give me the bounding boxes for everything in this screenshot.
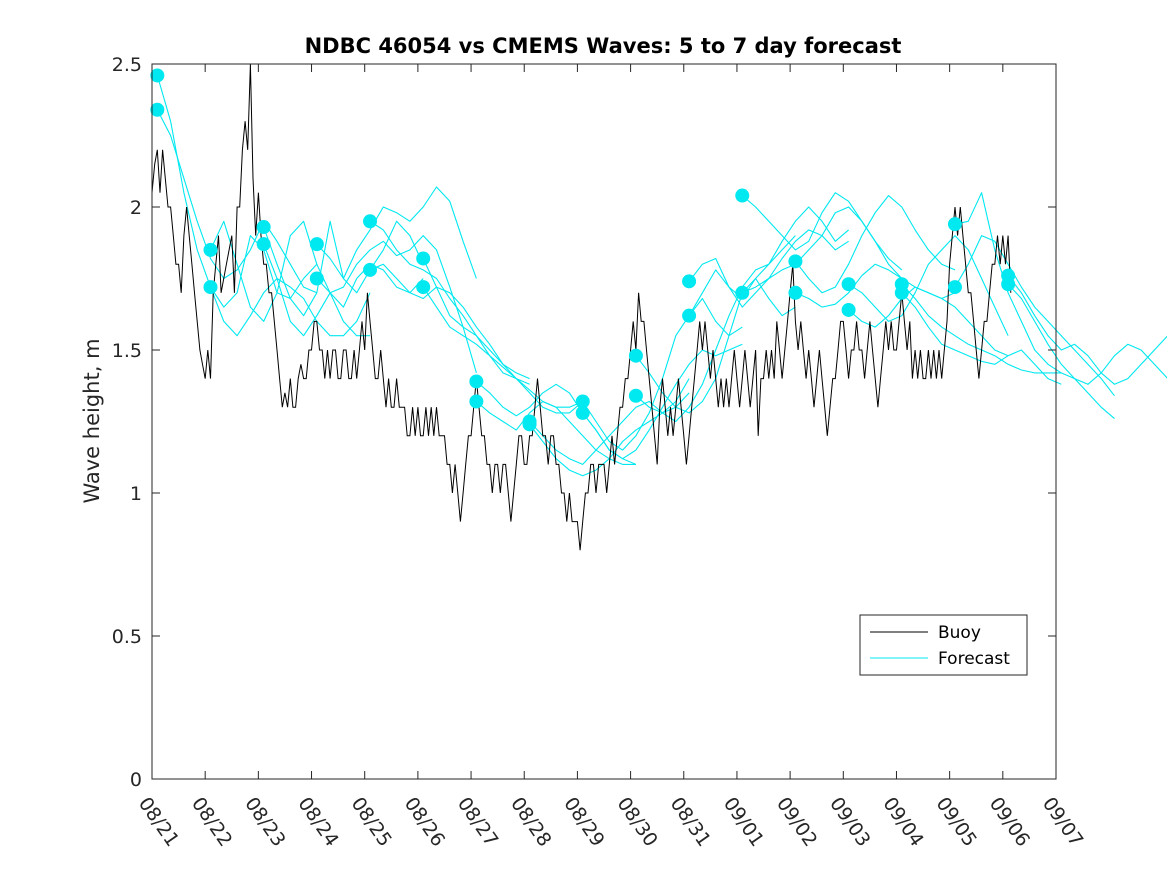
buoy-layer xyxy=(151,63,1012,551)
forecast-marker xyxy=(363,262,378,277)
forecast-line xyxy=(263,244,424,337)
y-tick-label: 1.5 xyxy=(112,340,142,362)
forecast-marker xyxy=(575,394,590,409)
y-tick-label: 2 xyxy=(130,197,142,219)
forecast-line xyxy=(848,286,1009,357)
forecast-line xyxy=(422,258,584,414)
forecast-line xyxy=(794,195,956,294)
forecast-marker xyxy=(416,251,431,266)
forecast-marker xyxy=(150,102,165,117)
y-axis-label: Wave height, m xyxy=(80,338,104,503)
forecast-line xyxy=(901,292,1062,385)
forecast-marker xyxy=(841,277,856,292)
y-tick-label: 2.5 xyxy=(112,54,142,76)
tick-marks xyxy=(151,63,1057,780)
forecast-line xyxy=(210,220,370,337)
forecast-marker xyxy=(575,405,590,420)
legend-forecast-label: Forecast xyxy=(938,649,1010,669)
forecast-line xyxy=(582,343,743,460)
forecast-marker xyxy=(309,271,324,286)
forecast-marker xyxy=(309,237,324,252)
forecast-marker xyxy=(1001,277,1016,292)
forecast-line xyxy=(1007,283,1167,385)
y-tick-label: 0 xyxy=(130,769,142,791)
forecast-marker xyxy=(947,280,962,295)
forecast-line xyxy=(954,192,1115,420)
forecast-line xyxy=(848,235,1009,336)
forecast-marker xyxy=(841,302,856,317)
forecast-line xyxy=(316,186,477,280)
forecast-line xyxy=(1007,275,1167,385)
forecast-marker xyxy=(256,220,271,235)
legend-buoy-label: Buoy xyxy=(938,623,981,643)
forecast-line xyxy=(316,235,477,374)
forecast-marker xyxy=(416,280,431,295)
forecast-line xyxy=(209,277,371,337)
forecast-marker xyxy=(682,274,697,289)
forecast-marker xyxy=(628,388,643,403)
y-tick-labels: 0 0.5 1 1.5 2 2.5 xyxy=(112,54,142,791)
forecast-marker xyxy=(788,285,803,300)
forecast-marker xyxy=(363,214,378,229)
forecast-marker xyxy=(469,394,484,409)
forecast-marker xyxy=(735,188,750,203)
chart-title: NDBC 46054 vs CMEMS Waves: 5 to 7 day fo… xyxy=(305,34,902,58)
forecast-line xyxy=(742,206,903,294)
forecast-marker xyxy=(894,285,909,300)
forecast-marker xyxy=(628,348,643,363)
forecast-line xyxy=(688,206,849,300)
plot-frame xyxy=(151,63,1057,780)
y-tick-label: 0.5 xyxy=(112,626,142,648)
forecast-markers xyxy=(150,68,1016,432)
forecast-marker xyxy=(150,68,165,83)
forecast-line xyxy=(954,235,1115,397)
forecast-marker xyxy=(256,237,271,252)
forecast-marker xyxy=(469,374,484,389)
forecast-marker xyxy=(682,308,697,323)
y-tick-label: 1 xyxy=(130,483,142,505)
forecast-line xyxy=(369,220,530,385)
forecast-line xyxy=(156,109,318,294)
forecast-marker xyxy=(203,242,218,257)
forecast-marker xyxy=(522,417,537,432)
forecast-marker xyxy=(203,280,218,295)
forecast-marker xyxy=(788,254,803,269)
buoy-line xyxy=(151,63,1012,551)
forecast-marker xyxy=(735,285,750,300)
legend: Buoy Forecast xyxy=(859,614,1028,676)
legend-box xyxy=(859,614,1028,676)
forecast-marker xyxy=(947,217,962,232)
